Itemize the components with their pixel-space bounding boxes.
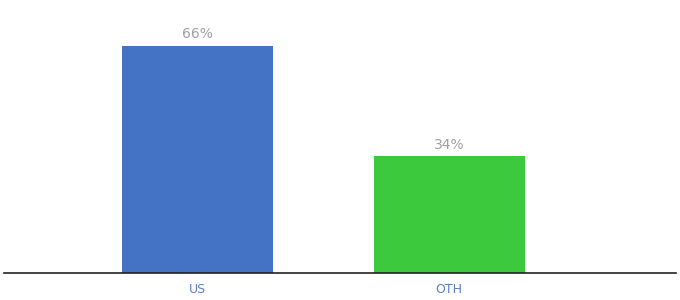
Text: 66%: 66% — [182, 27, 213, 41]
Bar — [373, 156, 525, 273]
Bar — [122, 46, 273, 273]
Text: 34%: 34% — [434, 138, 464, 152]
